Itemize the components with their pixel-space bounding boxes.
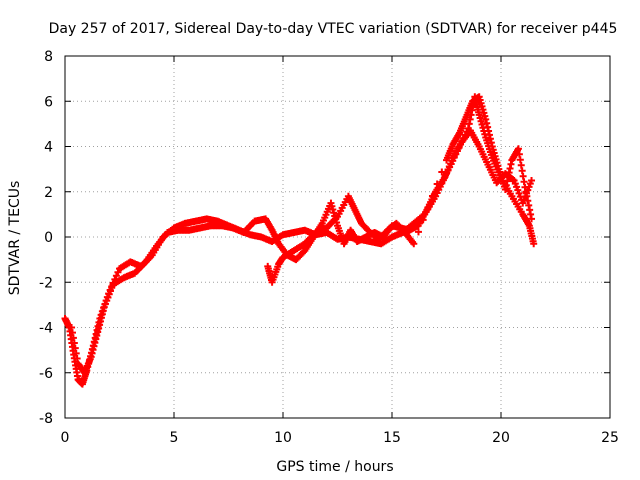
data-point [528, 176, 536, 184]
data-point [419, 216, 427, 224]
chart-title: Day 257 of 2017, Sidereal Day-to-day VTE… [49, 21, 618, 37]
data-point [428, 192, 436, 200]
data-point [528, 215, 536, 223]
x-tick-label: 15 [383, 430, 401, 446]
y-tick-label: 6 [44, 94, 53, 110]
axis-ticks: 0 5 10 15 20 25 -8 -6 -4 -2 0 2 4 6 8 [39, 49, 619, 446]
data-point [438, 168, 446, 176]
y-tick-label: -2 [39, 275, 53, 291]
data-point [112, 272, 120, 280]
y-tick-label: -6 [39, 366, 53, 382]
x-tick-label: 25 [601, 430, 619, 446]
data-point [530, 240, 538, 248]
series-track-c [264, 93, 536, 286]
y-tick-label: 0 [44, 230, 53, 246]
y-tick-label: -8 [39, 411, 53, 427]
data-point [414, 228, 422, 236]
x-tick-label: 10 [274, 430, 292, 446]
x-tick-label: 20 [492, 430, 510, 446]
y-axis-label: SDTVAR / TECUs [7, 181, 23, 296]
data-point [114, 268, 122, 276]
series-track-b [68, 127, 536, 377]
data-point [424, 204, 432, 212]
data-point [433, 180, 441, 188]
y-tick-label: 2 [44, 185, 53, 201]
x-tick-label: 0 [61, 430, 70, 446]
y-tick-label: 8 [44, 49, 53, 65]
x-tick-label: 5 [170, 430, 179, 446]
x-axis-label: GPS time / hours [276, 459, 393, 475]
y-tick-label: -4 [39, 321, 53, 337]
y-tick-label: 4 [44, 140, 53, 156]
data-points [61, 93, 538, 388]
data-point [410, 240, 418, 248]
